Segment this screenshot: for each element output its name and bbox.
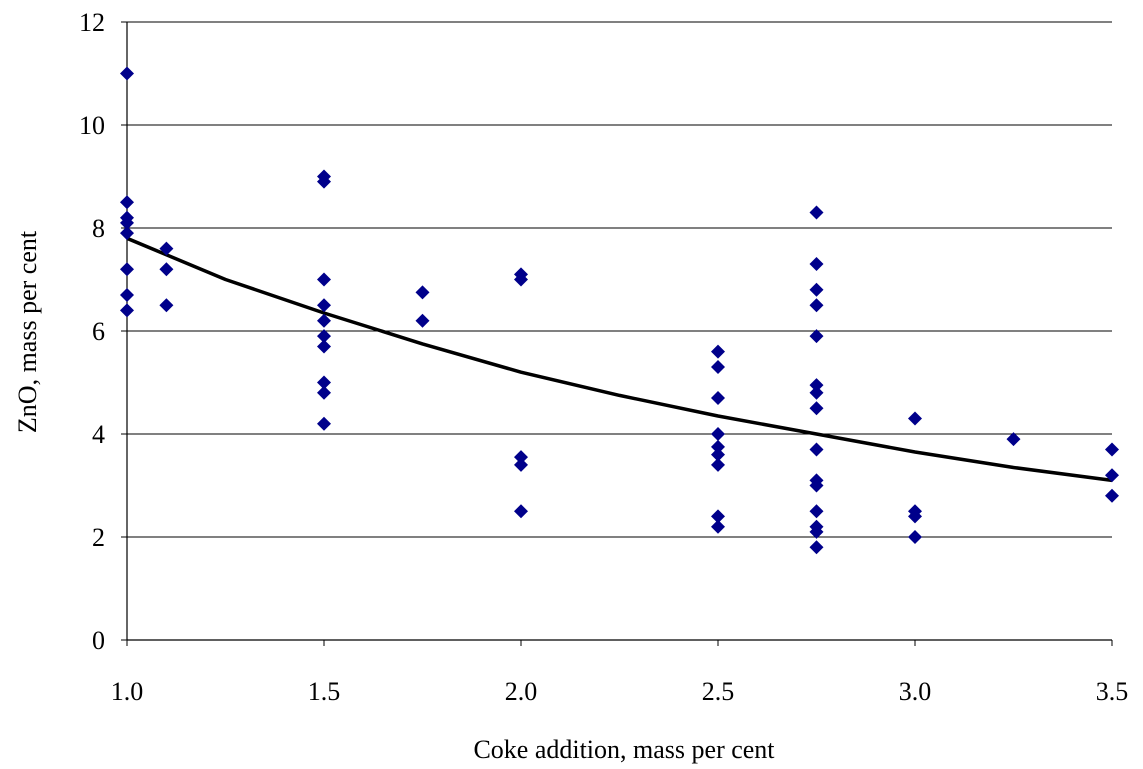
data-point	[711, 360, 725, 375]
data-point	[711, 344, 725, 359]
axes	[121, 21, 1113, 646]
data-point	[159, 298, 174, 313]
y-tick-label: 6	[92, 317, 105, 346]
data-point	[159, 262, 174, 277]
data-point	[317, 385, 331, 400]
y-tick-label: 12	[79, 8, 105, 37]
data-point	[908, 509, 922, 524]
data-point	[809, 329, 824, 344]
y-tick-label: 0	[92, 626, 105, 655]
data-point	[711, 447, 725, 462]
data-point	[809, 385, 824, 400]
y-tick-labels: 0 2 4 6 8 10 12	[79, 8, 105, 655]
data-point	[317, 416, 331, 431]
data-point	[711, 457, 725, 472]
data-point	[1105, 488, 1119, 503]
data-point	[809, 442, 824, 457]
data-point	[1105, 468, 1119, 483]
y-tick-label: 10	[79, 111, 105, 140]
data-point	[415, 313, 430, 328]
data-point	[711, 519, 725, 534]
x-tick-label: 3.0	[899, 677, 932, 706]
data-point	[317, 298, 331, 313]
data-point	[514, 450, 528, 465]
data-point	[1006, 432, 1021, 447]
data-point	[809, 257, 824, 272]
y-axis-title: ZnO, mass per cent	[13, 230, 42, 433]
data-point	[120, 226, 134, 241]
data-point	[514, 272, 528, 287]
data-point	[908, 411, 922, 426]
data-point	[514, 504, 528, 519]
data-point	[317, 313, 331, 328]
data-point	[317, 272, 331, 287]
data-points	[120, 66, 1119, 555]
data-point	[159, 241, 174, 256]
x-tick-label: 2.5	[702, 677, 735, 706]
y-tick-label: 8	[92, 214, 105, 243]
data-point	[711, 439, 725, 454]
x-axis-title: Coke addition, mass per cent	[473, 735, 775, 764]
data-point	[317, 174, 331, 189]
data-point	[120, 303, 134, 318]
trend-line	[126, 236, 1113, 483]
data-point	[415, 285, 430, 300]
data-point	[514, 457, 528, 472]
data-point	[317, 339, 331, 354]
data-point	[1105, 442, 1119, 457]
data-point	[120, 195, 134, 210]
data-point	[809, 524, 824, 539]
x-tick-label: 1.5	[308, 677, 341, 706]
data-point	[809, 478, 824, 493]
x-tick-labels: 1.0 1.5 2.0 2.5 3.0 3.5	[111, 677, 1129, 706]
data-point	[120, 287, 134, 302]
data-point	[809, 378, 824, 393]
data-point	[120, 262, 134, 277]
data-point	[908, 530, 922, 544]
data-point	[317, 329, 331, 344]
data-point	[120, 66, 134, 81]
data-point	[711, 427, 725, 441]
x-tick-label: 1.0	[111, 677, 144, 706]
x-tick-label: 3.5	[1096, 677, 1129, 706]
data-point	[120, 215, 134, 230]
gridlines	[127, 21, 1112, 538]
data-point	[809, 401, 824, 416]
data-point	[809, 282, 824, 297]
data-point	[711, 390, 725, 405]
x-tick-label: 2.0	[505, 677, 538, 706]
y-tick-label: 2	[92, 523, 105, 552]
data-point	[711, 509, 725, 524]
data-point	[809, 504, 824, 519]
trend-line-group	[126, 236, 1113, 483]
data-point	[809, 205, 824, 220]
data-point	[809, 540, 824, 555]
data-point	[809, 298, 824, 313]
data-point	[317, 375, 331, 390]
y-tick-label: 4	[92, 420, 105, 449]
